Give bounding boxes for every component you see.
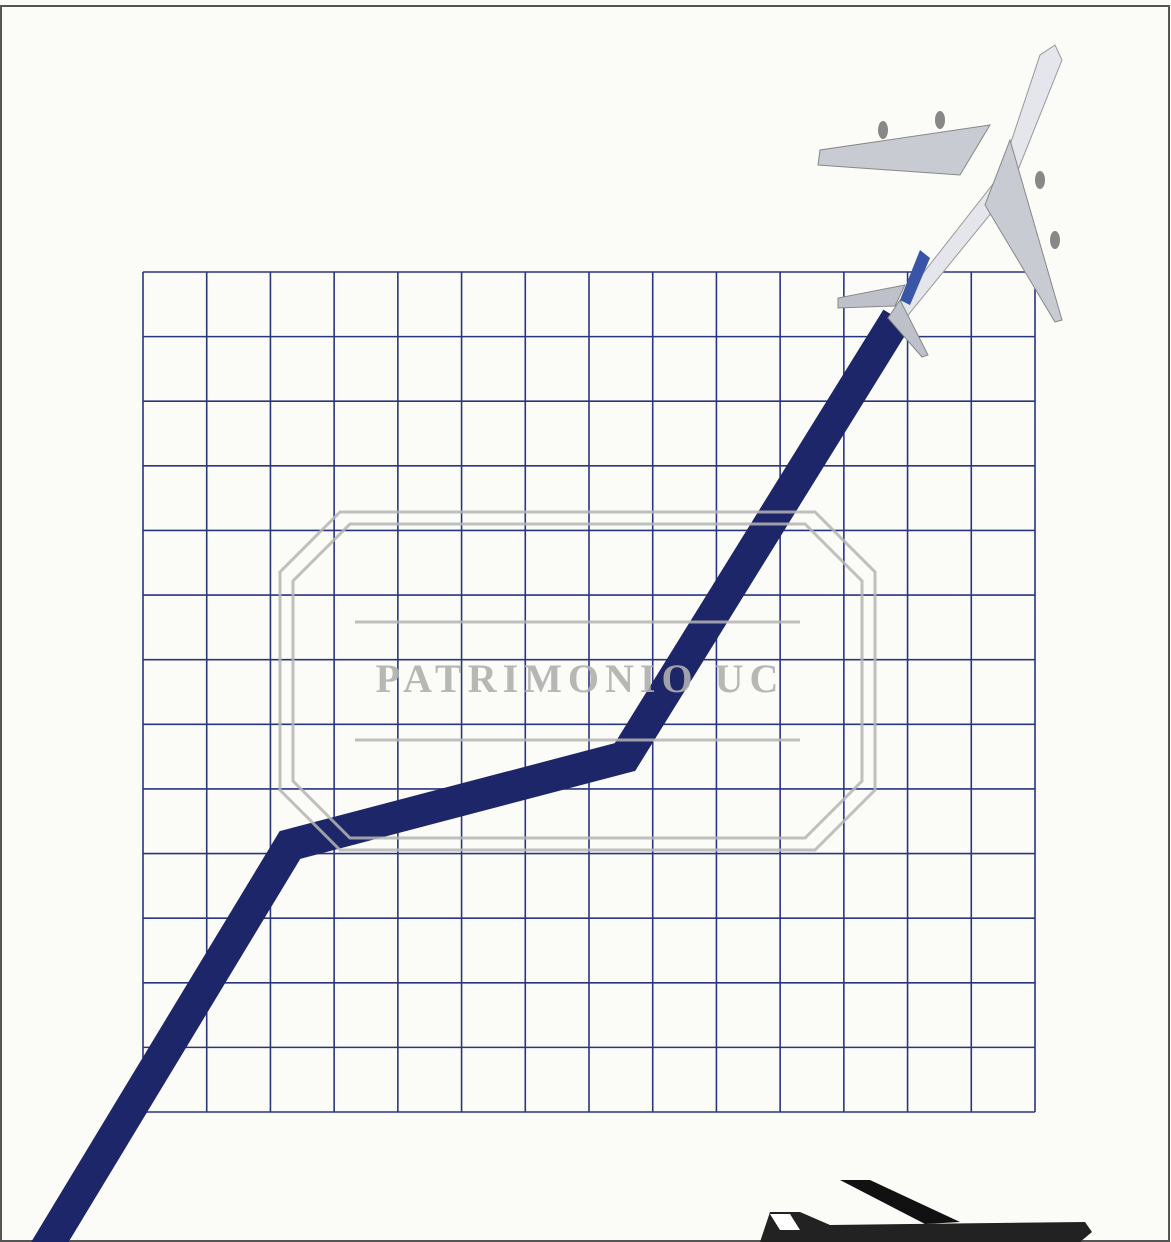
watermark-text: PATRIMONIO UC [376, 656, 785, 701]
illustration: PATRIMONIO UC [0, 0, 1171, 1242]
page: PATRIMONIO UC (() => { const data = JSON… [0, 0, 1171, 1242]
